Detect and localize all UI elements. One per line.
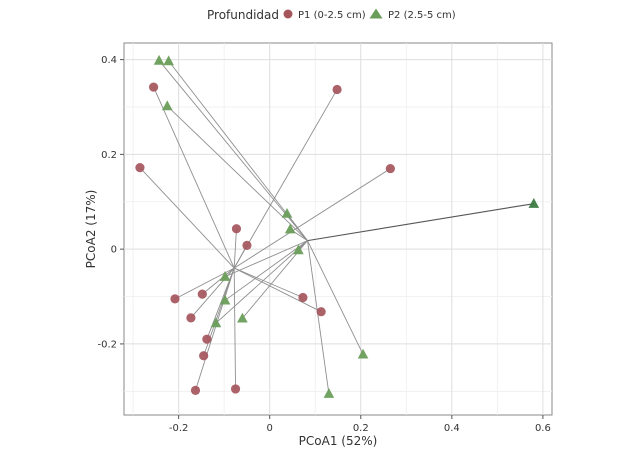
connector-line — [233, 267, 322, 313]
p2-point — [293, 244, 304, 255]
p1-point — [231, 224, 242, 234]
p1-point — [170, 294, 180, 304]
p1-point — [148, 82, 159, 92]
connector-line — [224, 240, 308, 278]
p1-point — [197, 289, 207, 299]
y-tick-label: -0.2 — [97, 339, 117, 350]
p2-point — [281, 207, 293, 218]
connector-line — [195, 267, 235, 391]
p2-point — [528, 198, 540, 208]
p2-point — [153, 54, 165, 65]
legend: Profundidad P1 (0-2.5 cm) P2 (2.5-5 cm) — [207, 8, 456, 22]
legend-p1-marker — [283, 9, 293, 19]
connector-line — [307, 203, 534, 242]
legend-title: Profundidad — [207, 8, 279, 22]
connector-line — [307, 240, 364, 355]
connector-line — [215, 240, 308, 324]
connector-lines — [139, 60, 534, 394]
p2-point — [161, 100, 173, 111]
legend-p2-marker — [369, 8, 383, 19]
p2-point — [219, 294, 231, 305]
y-tick-label: 0.4 — [101, 55, 117, 66]
p1-point — [316, 307, 326, 317]
connector-line — [233, 228, 237, 269]
connector-line — [307, 240, 330, 394]
connector-line — [158, 60, 308, 241]
x-tick-label: 0 — [267, 423, 273, 434]
p1-point — [202, 334, 212, 344]
legend-p1-label: P1 (0-2.5 cm) — [298, 10, 366, 21]
p2-point — [163, 55, 174, 66]
y-tick-label: 0 — [111, 245, 117, 256]
connector-line — [233, 168, 391, 269]
connector-line — [233, 89, 338, 269]
p2-point — [323, 388, 335, 398]
p1-point — [230, 384, 241, 394]
x-tick-label: 0.2 — [353, 423, 369, 434]
connector-line — [224, 240, 308, 301]
p1-point — [298, 292, 308, 303]
p1-point — [385, 163, 395, 174]
x-axis-title: PCoA1 (52%) — [299, 434, 378, 448]
connector-line — [202, 267, 235, 295]
connector-line — [153, 86, 235, 269]
x-tick-label: 0.6 — [535, 423, 551, 434]
x-tick-label: 0.4 — [444, 423, 460, 434]
plot-panel — [123, 42, 553, 416]
data-points — [135, 54, 540, 398]
connector-line — [286, 213, 308, 241]
p2-point — [357, 348, 369, 359]
p1-point — [199, 351, 209, 361]
connector-line — [168, 60, 308, 241]
connector-line — [166, 105, 308, 241]
p1-point — [186, 313, 196, 323]
y-tick-label: 0.2 — [101, 150, 117, 161]
p2-point — [219, 271, 231, 281]
y-axis-title: PCoA2 (17%) — [84, 190, 98, 269]
connector-line — [139, 167, 235, 269]
axes: -0.2 0 0.2 0.4 0.6 -0.2 0 0.2 0.4 — [97, 55, 550, 434]
connector-line — [234, 267, 304, 298]
p2-point — [210, 317, 222, 328]
p2-point — [237, 312, 248, 323]
p1-point — [135, 163, 145, 173]
connector-line — [233, 268, 237, 389]
legend-p2-label: P2 (2.5-5 cm) — [388, 10, 456, 21]
x-tick-label: -0.2 — [169, 423, 189, 434]
p1-point — [190, 385, 201, 395]
p1-point — [332, 84, 342, 95]
p1-point — [242, 240, 252, 250]
p2-point — [284, 223, 296, 234]
